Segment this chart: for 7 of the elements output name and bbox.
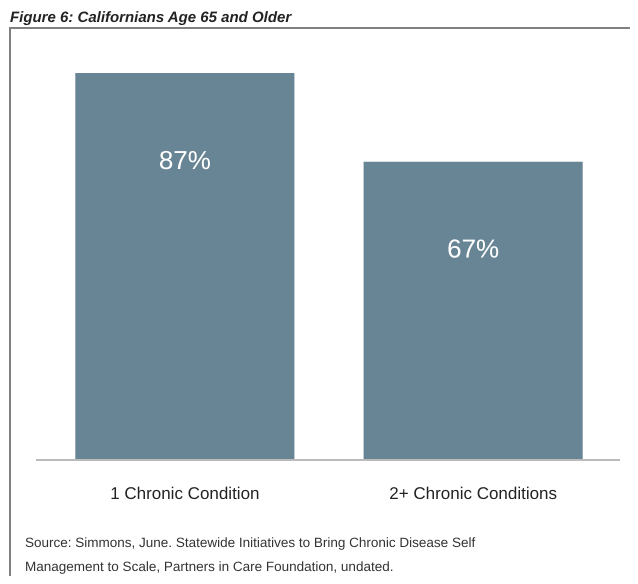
text: Management to Scale, Partners in Care Foundation, undated. (25, 559, 394, 574)
x-tick-label: 2+ Chronic Conditions (389, 484, 558, 503)
x-tick-label: 1 Chronic Condition (110, 484, 260, 503)
data-label: 87% (158, 145, 211, 175)
data-label: 67% (447, 234, 500, 264)
source-note: Source: Simmons, June. Statewide Initiatives to Bring Chronic Disease Self (25, 535, 476, 550)
chart-title: Figure 6: Californians Age 65 and Older (10, 9, 292, 26)
